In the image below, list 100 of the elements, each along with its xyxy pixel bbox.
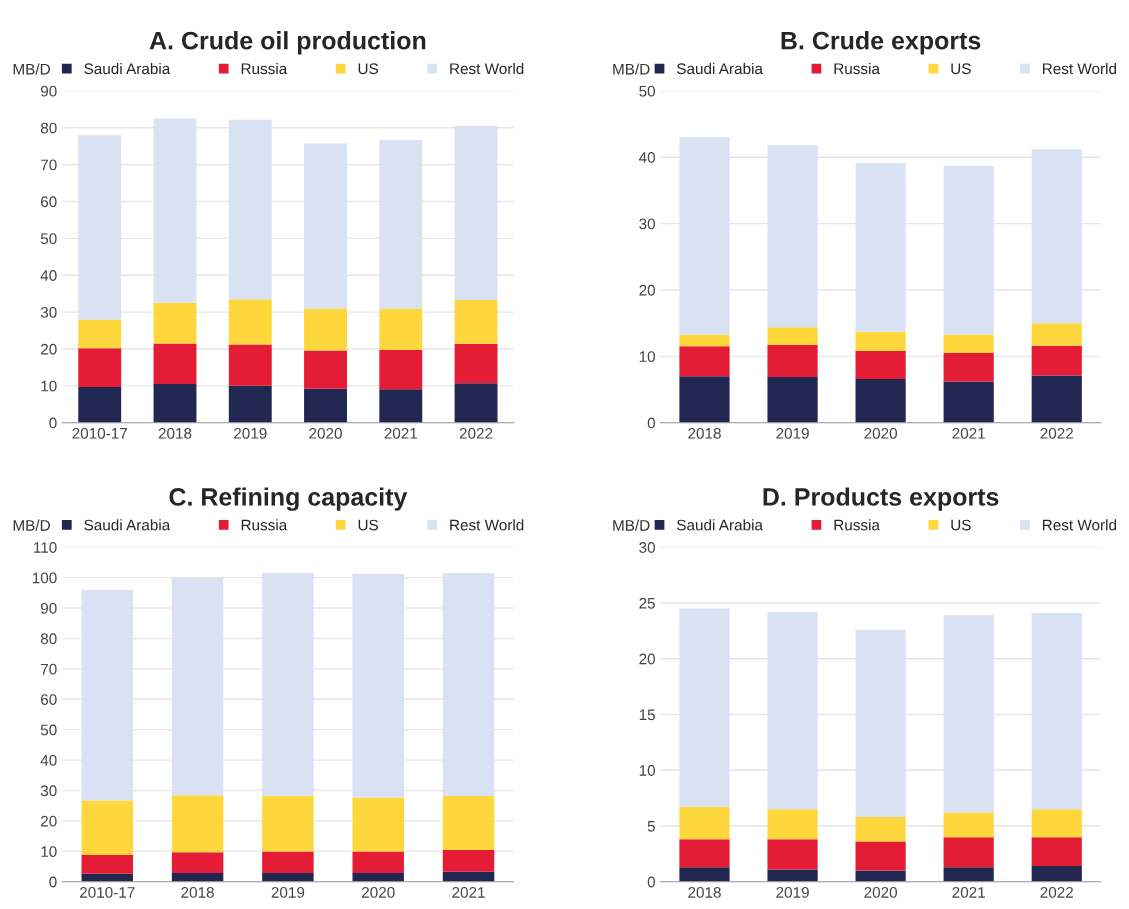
legend-label: Russia bbox=[241, 519, 288, 531]
y-tick-label: 20 bbox=[639, 653, 656, 665]
y-tick-label: 50 bbox=[40, 724, 57, 736]
legend-label: Saudi Arabia bbox=[84, 62, 171, 75]
y-tick-label: 90 bbox=[40, 85, 57, 97]
y-tick-label: 10 bbox=[41, 846, 57, 858]
bar bbox=[304, 308, 347, 351]
y-tick-label: 30 bbox=[639, 542, 656, 553]
bar bbox=[304, 350, 347, 389]
bar bbox=[171, 795, 224, 853]
y-tick-label: 70 bbox=[41, 663, 57, 675]
y-tick-label: 0 bbox=[647, 876, 656, 888]
x-tick-label: 2020 bbox=[309, 427, 342, 439]
bar bbox=[679, 807, 730, 840]
y-tick-label: 15 bbox=[639, 709, 655, 721]
legend-label: Rest World bbox=[1042, 62, 1117, 75]
bar bbox=[943, 615, 994, 813]
bar bbox=[767, 327, 818, 346]
bar bbox=[855, 163, 906, 332]
y-tick-label: 60 bbox=[41, 694, 57, 705]
bar bbox=[352, 851, 404, 873]
x-tick-label: 2019 bbox=[271, 886, 305, 898]
bar bbox=[855, 331, 906, 352]
bar bbox=[352, 872, 404, 882]
y-tick-label: 0 bbox=[49, 417, 57, 429]
bar bbox=[454, 125, 498, 300]
bar bbox=[1031, 613, 1082, 810]
y-axis-title: MB/D bbox=[613, 519, 650, 531]
bar bbox=[304, 143, 347, 309]
bar bbox=[153, 118, 197, 303]
bar bbox=[679, 839, 730, 868]
y-tick-label: 100 bbox=[32, 572, 57, 584]
x-tick-label: 2020 bbox=[864, 886, 898, 898]
legend-label: Russia bbox=[241, 62, 288, 75]
bar bbox=[352, 797, 404, 852]
bar bbox=[767, 376, 818, 423]
bar bbox=[454, 343, 498, 384]
legend-label: Saudi Arabia bbox=[677, 62, 763, 75]
y-tick-label: 70 bbox=[41, 159, 57, 171]
y-tick-label: 110 bbox=[34, 542, 57, 553]
x-tick-label: 2021 bbox=[384, 427, 418, 439]
bar bbox=[943, 334, 994, 354]
y-tick-label: 10 bbox=[639, 351, 656, 363]
bar bbox=[767, 345, 818, 377]
bar bbox=[442, 850, 495, 872]
bar bbox=[228, 344, 272, 386]
y-tick-label: 0 bbox=[647, 417, 656, 429]
x-tick-label: 2022 bbox=[1040, 427, 1073, 439]
bar bbox=[171, 872, 224, 882]
bar bbox=[767, 839, 818, 870]
bar bbox=[454, 383, 498, 423]
bar bbox=[767, 145, 818, 328]
y-tick-label: 0 bbox=[49, 876, 57, 888]
bar bbox=[262, 872, 314, 882]
x-tick-label: 2019 bbox=[776, 427, 809, 439]
bar bbox=[442, 573, 495, 796]
y-tick-label: 50 bbox=[40, 233, 57, 245]
x-tick-label: 2018 bbox=[181, 886, 214, 898]
bar bbox=[379, 350, 423, 390]
bar bbox=[352, 573, 404, 798]
x-tick-label: 2019 bbox=[234, 427, 267, 439]
x-tick-label: 2020 bbox=[361, 886, 395, 898]
bar bbox=[171, 577, 224, 796]
bar bbox=[78, 386, 122, 423]
bar bbox=[304, 388, 347, 423]
legend-label: Rest World bbox=[450, 519, 524, 531]
legend-label: US bbox=[951, 519, 971, 531]
bar bbox=[1031, 809, 1082, 838]
bar bbox=[943, 353, 994, 382]
bar bbox=[228, 119, 272, 300]
bar bbox=[855, 817, 906, 842]
bar bbox=[679, 346, 730, 377]
bar bbox=[153, 383, 197, 423]
y-tick-label: 50 bbox=[639, 85, 656, 97]
bar bbox=[943, 837, 994, 868]
bar bbox=[943, 165, 994, 335]
bar bbox=[262, 572, 314, 796]
x-tick-label: 2010-17 bbox=[79, 886, 135, 898]
bar bbox=[767, 809, 818, 840]
y-tick-label: 20 bbox=[639, 284, 656, 296]
y-tick-label: 20 bbox=[41, 343, 57, 355]
bar bbox=[442, 795, 495, 851]
legend-label: US bbox=[951, 63, 971, 75]
y-axis-title: MB/D bbox=[13, 63, 50, 75]
y-axis-title: MB/D bbox=[613, 63, 650, 75]
bar bbox=[855, 378, 906, 423]
bar bbox=[379, 308, 423, 351]
x-tick-label: 2020 bbox=[864, 427, 898, 439]
chart-title: A. Crude oil production bbox=[149, 31, 426, 55]
bar bbox=[943, 867, 994, 882]
bar bbox=[679, 608, 730, 808]
chart-title: B. Crude exports bbox=[781, 31, 981, 55]
legend-label: Russia bbox=[834, 62, 880, 75]
legend-label: Saudi Arabia bbox=[677, 519, 763, 531]
x-tick-label: 2018 bbox=[158, 427, 192, 439]
legend-label: Saudi Arabia bbox=[84, 519, 171, 531]
y-tick-label: 30 bbox=[40, 306, 57, 318]
x-tick-label: 2022 bbox=[1040, 886, 1073, 898]
x-tick-label: 2021 bbox=[952, 886, 985, 898]
y-tick-label: 40 bbox=[40, 270, 57, 281]
